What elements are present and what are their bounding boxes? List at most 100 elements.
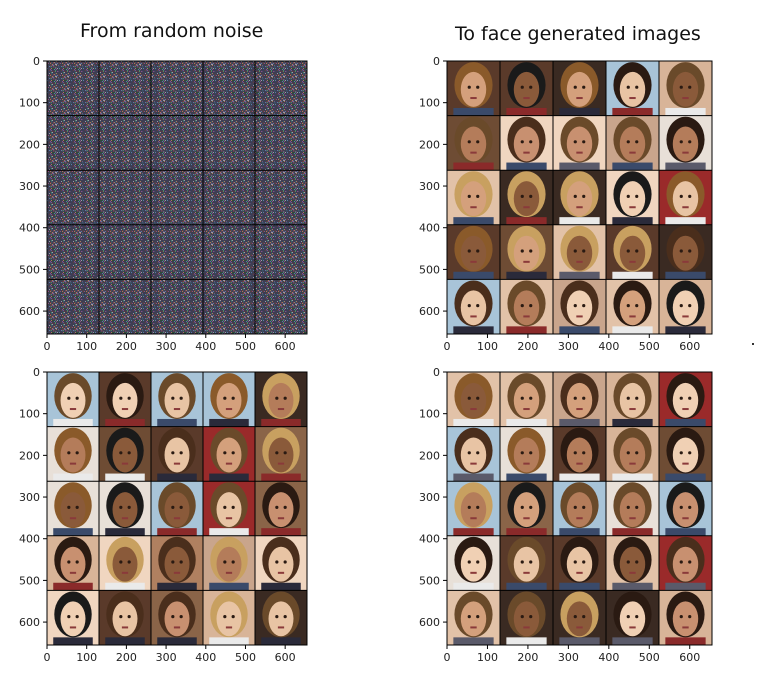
face-tile bbox=[606, 61, 659, 116]
x-tick-label: 300 bbox=[558, 651, 579, 664]
panel-generated-early: 0 100 200 300 400 500 600 0 100 200 300 400 500 600 bbox=[419, 55, 713, 353]
panel-generated-final: 0 100 200 300 400 500 600 0 100 200 300 400 500 600 bbox=[419, 366, 713, 664]
y-tick-label: 400 bbox=[419, 222, 440, 235]
x-tick-label: 0 bbox=[44, 340, 51, 353]
face-tile bbox=[606, 372, 659, 427]
face-tile bbox=[203, 535, 255, 591]
x-tick-label: 100 bbox=[477, 340, 498, 353]
face-tile bbox=[659, 224, 712, 280]
x-tick-label: 500 bbox=[235, 651, 256, 664]
face-tile bbox=[659, 535, 712, 591]
face-tile bbox=[606, 279, 659, 334]
face-tile bbox=[47, 372, 99, 427]
y-tick-label: 200 bbox=[19, 449, 40, 462]
face-tile bbox=[659, 61, 712, 116]
x-tick-label: 0 bbox=[444, 651, 451, 664]
face-tile bbox=[606, 224, 659, 280]
face-tile bbox=[447, 61, 500, 116]
face-tile bbox=[47, 426, 99, 482]
y-tick-label: 600 bbox=[19, 616, 40, 629]
face-tile bbox=[99, 372, 151, 427]
face-tile bbox=[151, 590, 203, 645]
face-tile bbox=[500, 61, 553, 116]
y-tick-label: 0 bbox=[433, 55, 440, 68]
panel-real: 0 100 200 300 400 500 600 0 100 200 300 400 500 600 bbox=[19, 366, 308, 664]
face-tile bbox=[255, 372, 307, 427]
face-tile bbox=[553, 61, 606, 116]
face-tile bbox=[99, 426, 151, 482]
face-tile bbox=[47, 590, 99, 645]
x-tick-label: 600 bbox=[679, 340, 700, 353]
face-tile bbox=[447, 279, 500, 334]
y-tick-label: 400 bbox=[19, 533, 40, 546]
face-tile bbox=[500, 426, 553, 482]
face-tile bbox=[99, 481, 151, 536]
face-tile bbox=[151, 372, 203, 427]
face-tile bbox=[659, 372, 712, 427]
y-tick-label: 500 bbox=[19, 263, 40, 276]
face-tile bbox=[553, 535, 606, 591]
face-tile bbox=[606, 481, 659, 536]
axes-frame bbox=[446, 60, 713, 335]
y-tick-label: 200 bbox=[419, 138, 440, 151]
face-tile bbox=[659, 115, 712, 171]
face-tile bbox=[659, 426, 712, 482]
x-tick-label: 600 bbox=[275, 340, 296, 353]
y-tick-label: 400 bbox=[419, 533, 440, 546]
face-tile bbox=[500, 170, 553, 225]
panel-noise: 0 100 200 300 400 500 600 0 100 200 300 400 500 600 bbox=[19, 55, 308, 353]
y-tick-label: 400 bbox=[19, 222, 40, 235]
face-tile bbox=[203, 426, 255, 482]
y-tick-label: 100 bbox=[419, 408, 440, 421]
y-tick-label: 100 bbox=[19, 408, 40, 421]
y-tick-label: 300 bbox=[19, 180, 40, 193]
face-tile bbox=[447, 115, 500, 171]
face-tile bbox=[447, 481, 500, 536]
y-tick-label: 600 bbox=[19, 305, 40, 318]
x-tick-label: 0 bbox=[444, 340, 451, 353]
face-tile bbox=[99, 535, 151, 591]
x-tick-label: 100 bbox=[76, 651, 97, 664]
x-tick-label: 400 bbox=[195, 340, 216, 353]
x-tick-label: 100 bbox=[76, 340, 97, 353]
x-tick-label: 500 bbox=[639, 651, 660, 664]
y-tick-label: 300 bbox=[419, 491, 440, 504]
y-tick-label: 600 bbox=[419, 305, 440, 318]
face-tile bbox=[553, 279, 606, 334]
axes-frame bbox=[46, 60, 308, 335]
y-tick-label: 0 bbox=[433, 366, 440, 379]
x-tick-label: 600 bbox=[275, 651, 296, 664]
y-tick-label: 200 bbox=[19, 138, 40, 151]
x-tick-label: 300 bbox=[558, 340, 579, 353]
y-tick-label: 0 bbox=[33, 366, 40, 379]
face-tile bbox=[447, 590, 500, 645]
stray-dot bbox=[752, 343, 754, 345]
face-tile bbox=[203, 481, 255, 536]
x-tick-label: 200 bbox=[517, 340, 538, 353]
face-tile bbox=[447, 170, 500, 225]
x-tick-label: 100 bbox=[477, 651, 498, 664]
x-tick-label: 300 bbox=[156, 340, 177, 353]
y-tick-label: 100 bbox=[19, 97, 40, 110]
y-tick-label: 500 bbox=[19, 574, 40, 587]
x-tick-label: 200 bbox=[116, 340, 137, 353]
face-tile bbox=[659, 170, 712, 225]
face-tile bbox=[500, 115, 553, 171]
x-tick-label: 200 bbox=[116, 651, 137, 664]
x-tick-label: 400 bbox=[195, 651, 216, 664]
face-tile bbox=[606, 590, 659, 645]
y-tick-label: 500 bbox=[419, 574, 440, 587]
y-tick-label: 0 bbox=[33, 55, 40, 68]
face-tile bbox=[447, 426, 500, 482]
face-tile bbox=[151, 535, 203, 591]
face-tile bbox=[553, 372, 606, 427]
face-tile bbox=[659, 590, 712, 645]
x-tick-label: 0 bbox=[44, 651, 51, 664]
face-tile bbox=[606, 426, 659, 482]
noise-image bbox=[47, 61, 307, 334]
y-tick-label: 300 bbox=[419, 180, 440, 193]
x-tick-label: 400 bbox=[598, 651, 619, 664]
face-tile bbox=[553, 224, 606, 280]
face-tile bbox=[500, 279, 553, 334]
